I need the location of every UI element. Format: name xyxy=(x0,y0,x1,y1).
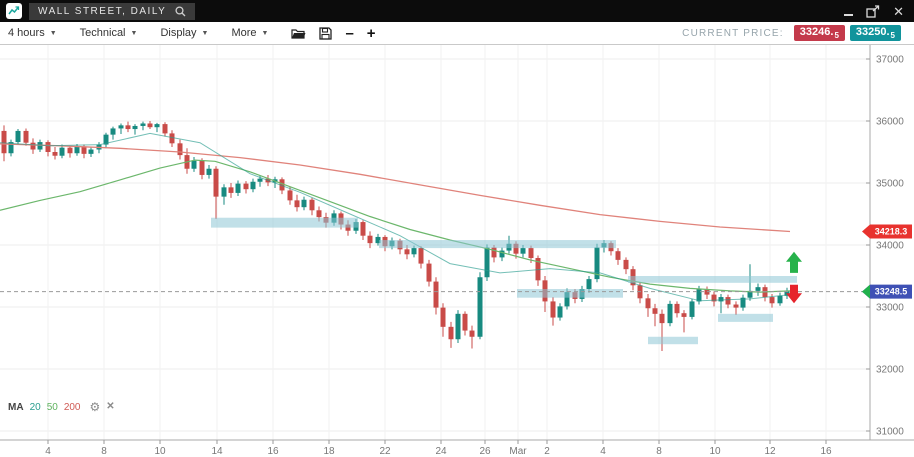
svg-text:4: 4 xyxy=(45,446,51,457)
ma-200-line xyxy=(0,143,791,233)
ma-period-50: 50 xyxy=(46,401,58,413)
display-dropdown[interactable]: Display ▼ xyxy=(160,27,208,39)
time-axis: 4 8 10 14 16 18 22 24 26 Mar 2 4 8 10 12 16 xyxy=(45,440,832,457)
svg-text:24: 24 xyxy=(435,446,447,457)
svg-text:12: 12 xyxy=(764,446,776,457)
svg-text:10: 10 xyxy=(154,446,166,457)
ma-period-200: 200 xyxy=(63,401,81,413)
chart-toolbar: 4 hours ▼ Technical ▼ Display ▼ More ▼ –… xyxy=(0,22,914,45)
price-tags: 34218.3 33248.5 xyxy=(862,224,912,299)
technical-dropdown-label: Technical xyxy=(79,27,126,39)
candlestick-series xyxy=(1,121,790,352)
search-icon[interactable] xyxy=(175,5,186,17)
svg-text:26: 26 xyxy=(479,446,491,457)
ma-period-20: 20 xyxy=(29,401,41,413)
chart-area: 37000 36000 35000 34000 33000 32000 31000 4 8 10 1… xyxy=(0,45,914,457)
instrument-selector[interactable]: WALL STREET, DAILY xyxy=(29,2,196,20)
svg-text:14: 14 xyxy=(211,446,223,457)
more-dropdown-label: More xyxy=(231,27,257,39)
zoom-out-icon[interactable]: – xyxy=(345,24,354,42)
svg-text:10: 10 xyxy=(709,446,721,457)
svg-text:31000: 31000 xyxy=(876,427,904,438)
svg-text:8: 8 xyxy=(101,446,107,457)
close-icon[interactable]: ✕ xyxy=(893,3,904,19)
title-bar: WALL STREET, DAILY ✕ xyxy=(0,0,914,22)
svg-text:22: 22 xyxy=(379,446,391,457)
minimize-icon[interactable] xyxy=(844,7,854,16)
window-controls: ✕ xyxy=(844,5,908,18)
technical-dropdown[interactable]: Technical ▼ xyxy=(80,27,138,39)
svg-text:35000: 35000 xyxy=(876,179,904,190)
svg-text:2: 2 xyxy=(544,446,550,457)
svg-text:16: 16 xyxy=(820,446,832,457)
svg-text:4: 4 xyxy=(600,446,606,457)
svg-text:33000: 33000 xyxy=(876,303,904,314)
svg-text:36000: 36000 xyxy=(876,117,904,128)
close-icon[interactable]: ✕ xyxy=(106,401,115,412)
current-price-label: CURRENT PRICE: xyxy=(682,27,784,39)
price-axis: 37000 36000 35000 34000 33000 32000 31000 xyxy=(866,55,904,438)
ma-50-line xyxy=(0,159,791,293)
svg-text:33248.5: 33248.5 xyxy=(875,287,908,297)
grid xyxy=(0,45,868,440)
ma-indicator-legend: MA 20 50 200 ⚙ ✕ xyxy=(8,401,115,413)
support-resistance-zones xyxy=(211,217,797,345)
direction-arrows xyxy=(786,251,802,304)
svg-text:34218.3: 34218.3 xyxy=(875,226,908,236)
svg-text:37000: 37000 xyxy=(876,55,904,66)
svg-text:18: 18 xyxy=(323,446,335,457)
sell-price-main: 33246. xyxy=(799,26,834,38)
down-arrow-annotation xyxy=(786,284,802,304)
chevron-down-icon: ▼ xyxy=(49,29,57,37)
line-chart-icon xyxy=(6,3,22,19)
svg-text:8: 8 xyxy=(656,446,662,457)
svg-text:Mar: Mar xyxy=(509,446,527,457)
instrument-title: WALL STREET, DAILY xyxy=(38,5,167,17)
popout-icon[interactable] xyxy=(866,4,880,18)
sell-price-badge[interactable]: 33246. 5 xyxy=(793,25,845,41)
zoom-in-icon[interactable]: + xyxy=(366,24,376,42)
save-icon[interactable] xyxy=(319,26,333,40)
buy-price-sub: 5 xyxy=(890,31,895,40)
chevron-down-icon: ▼ xyxy=(201,29,209,37)
timeframe-dropdown-label: 4 hours xyxy=(8,27,45,39)
chart-canvas[interactable]: 37000 36000 35000 34000 33000 32000 31000 4 8 10 1… xyxy=(0,45,914,457)
display-dropdown-label: Display xyxy=(160,27,197,39)
svg-text:34000: 34000 xyxy=(876,241,904,252)
gear-icon[interactable]: ⚙ xyxy=(89,400,101,414)
up-arrow-annotation xyxy=(786,251,802,273)
more-dropdown[interactable]: More ▼ xyxy=(231,27,268,39)
chevron-down-icon: ▼ xyxy=(261,29,269,37)
folder-icon[interactable] xyxy=(291,27,306,39)
timeframe-dropdown[interactable]: 4 hours ▼ xyxy=(8,27,57,39)
sell-price-sub: 5 xyxy=(834,31,839,40)
buy-price-badge[interactable]: 33250. 5 xyxy=(849,25,901,41)
ma-label: MA xyxy=(8,401,24,413)
chevron-down-icon: ▼ xyxy=(130,29,138,37)
buy-price-main: 33250. xyxy=(855,26,890,38)
svg-text:16: 16 xyxy=(267,446,279,457)
ma-20-line xyxy=(0,132,791,302)
svg-text:32000: 32000 xyxy=(876,365,904,376)
